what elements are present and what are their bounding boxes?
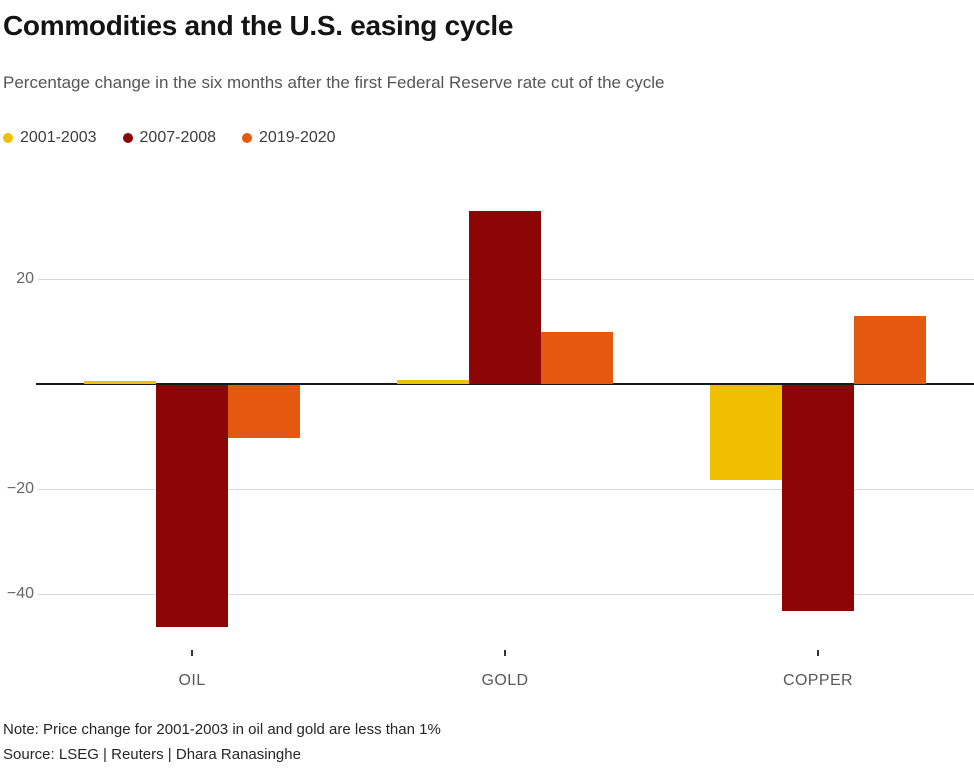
x-axis-tick xyxy=(191,650,193,656)
bar-copper-2007-2008 xyxy=(782,385,854,611)
legend-item-2001-2003: 2001-2003 xyxy=(3,129,97,147)
x-axis-tick xyxy=(817,650,819,656)
legend-item-2007-2008: 2007-2008 xyxy=(122,129,217,147)
chart-subtitle: Percentage change in the six months afte… xyxy=(3,73,665,92)
bar-copper-2019-2020 xyxy=(854,315,926,384)
bar-gold-2019-2020 xyxy=(541,331,613,384)
gridline xyxy=(38,594,974,595)
chart-source: Source: LSEG | Reuters | Dhara Ranasingh… xyxy=(3,746,301,763)
chart-legend: 2001-2003 2007-2008 2019-2020 xyxy=(3,129,336,147)
legend-item-2019-2020: 2019-2020 xyxy=(242,129,336,147)
bar-oil-2001-2003 xyxy=(84,381,156,384)
page-title: Commodities and the U.S. easing cycle xyxy=(3,10,514,41)
y-axis-tick-label: −40 xyxy=(6,585,34,602)
legend-dot-icon xyxy=(122,133,133,143)
gridline xyxy=(38,489,974,490)
bar-gold-2001-2003 xyxy=(397,380,469,384)
bar-gold-2007-2008 xyxy=(469,210,541,384)
legend-dot-icon xyxy=(3,133,13,143)
legend-label: 2007-2008 xyxy=(139,129,217,146)
bar-oil-2019-2020 xyxy=(228,385,300,438)
x-axis-category-label: OIL xyxy=(178,672,206,689)
legend-label: 2001-2003 xyxy=(20,129,97,146)
legend-dot-icon xyxy=(242,133,253,143)
zero-baseline xyxy=(36,383,974,385)
legend-label: 2019-2020 xyxy=(259,129,336,146)
chart-note: Note: Price change for 2001-2003 in oil … xyxy=(3,721,441,738)
y-axis-tick-label: 20 xyxy=(16,270,34,287)
x-axis-tick xyxy=(504,650,506,656)
x-axis-category-label: GOLD xyxy=(481,672,529,689)
bar-copper-2001-2003 xyxy=(710,385,782,480)
x-axis-category-label: COPPER xyxy=(783,672,853,689)
bar-oil-2007-2008 xyxy=(156,385,228,627)
y-axis-tick-label: −20 xyxy=(6,480,34,497)
